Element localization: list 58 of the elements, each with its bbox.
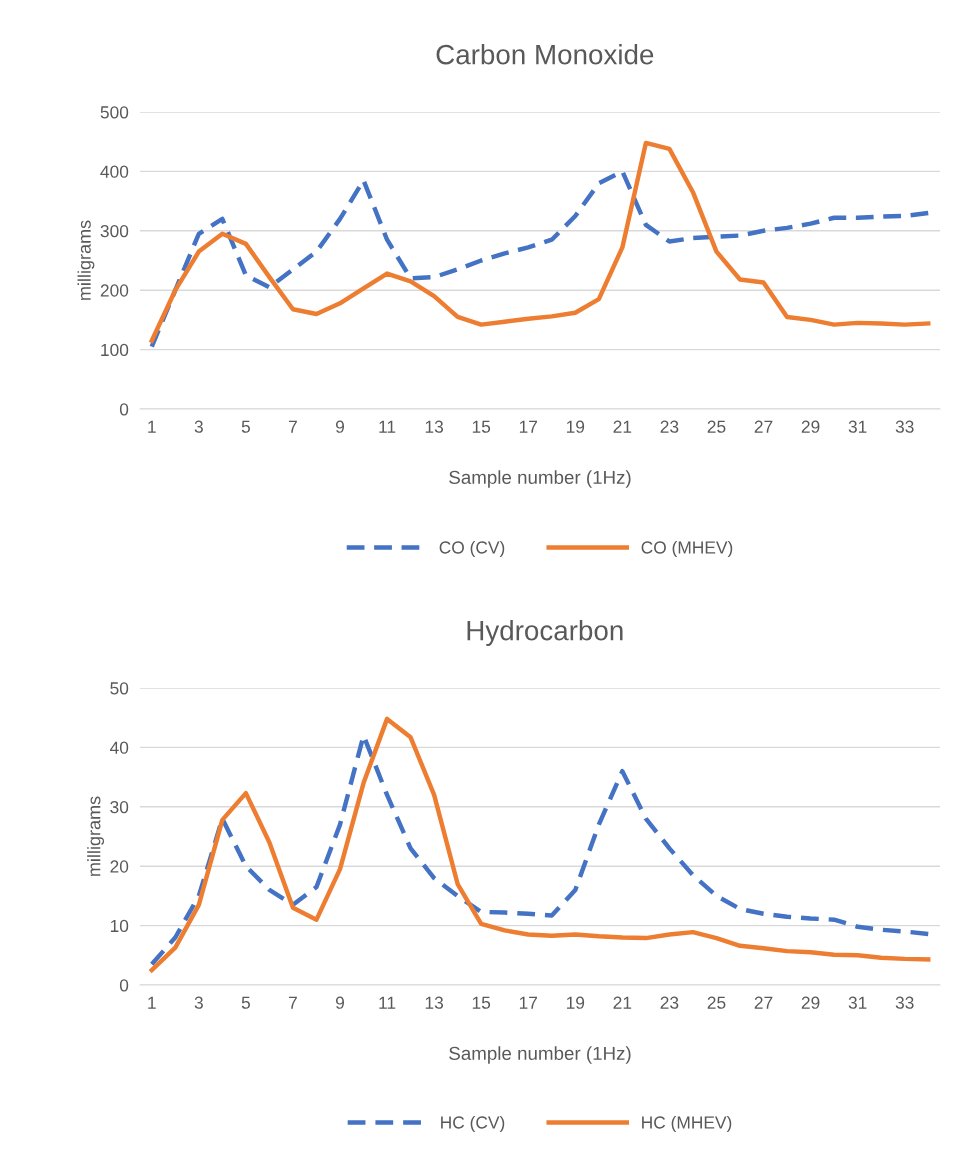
y-axis-title: milligrams bbox=[77, 220, 95, 300]
x-tick-label: 7 bbox=[289, 420, 297, 433]
x-tick-label: 23 bbox=[660, 996, 679, 1009]
x-tick-label: 23 bbox=[660, 420, 679, 433]
x-tick-label: 21 bbox=[613, 996, 632, 1009]
x-tick-label: 19 bbox=[566, 996, 585, 1009]
x-tick-label: 29 bbox=[801, 996, 820, 1009]
x-tick-label: 13 bbox=[425, 996, 444, 1009]
x-tick-label: 19 bbox=[566, 420, 585, 433]
y-tick-label: 300 bbox=[100, 224, 129, 238]
y-tick-label: 0 bbox=[119, 403, 129, 416]
legend-label: CO (CV) bbox=[439, 540, 505, 558]
y-tick-label: 0 bbox=[119, 979, 129, 992]
x-tick-label: 13 bbox=[425, 420, 444, 433]
x-tick-label: 11 bbox=[379, 996, 396, 1009]
x-tick-label: 15 bbox=[472, 420, 491, 433]
y-tick-label: 30 bbox=[110, 800, 129, 814]
legend-label: HC (MHEV) bbox=[642, 1115, 732, 1133]
y-tick-label: 40 bbox=[109, 741, 129, 754]
x-tick-label: 21 bbox=[613, 420, 632, 433]
x-tick-label: 31 bbox=[848, 996, 867, 1009]
line-series bbox=[149, 169, 931, 349]
y-tick-label: 100 bbox=[101, 343, 129, 357]
x-tick-label: 5 bbox=[241, 996, 250, 1009]
y-tick-label: 500 bbox=[100, 106, 129, 119]
legend-label: HC (CV) bbox=[441, 1115, 505, 1133]
x-tick-label: 17 bbox=[519, 420, 538, 433]
x-tick-label: 3 bbox=[194, 996, 203, 1009]
x-tick-label: 25 bbox=[707, 420, 726, 433]
y-tick-label: 50 bbox=[110, 682, 129, 695]
x-tick-label: 9 bbox=[335, 996, 345, 1009]
x-tick-label: 25 bbox=[707, 996, 726, 1009]
x-axis-title: Sample number (1Hz) bbox=[449, 1046, 631, 1064]
x-tick-label: 29 bbox=[801, 420, 820, 433]
x-axis-title: Sample number (1Hz) bbox=[449, 470, 631, 488]
x-tick-label: 17 bbox=[519, 996, 538, 1009]
x-tick-label: 1 bbox=[148, 996, 156, 1009]
x-tick-label: 33 bbox=[895, 420, 914, 433]
x-tick-label: 15 bbox=[472, 996, 491, 1009]
y-tick-label: 10 bbox=[110, 919, 129, 933]
y-tick-label: 200 bbox=[100, 284, 129, 297]
x-tick-label: 9 bbox=[335, 420, 345, 433]
y-tick-label: 20 bbox=[110, 860, 129, 873]
chart-title: Hydrocarbon bbox=[467, 620, 623, 646]
x-tick-label: 33 bbox=[895, 996, 914, 1009]
chart-title: Carbon Monoxide bbox=[436, 44, 654, 65]
line-series bbox=[149, 140, 931, 343]
x-tick-label: 3 bbox=[194, 420, 203, 433]
x-tick-label: 1 bbox=[148, 420, 156, 433]
x-tick-label: 5 bbox=[241, 420, 250, 433]
x-tick-label: 31 bbox=[848, 420, 867, 433]
legend-label: CO (MHEV) bbox=[641, 540, 733, 558]
y-axis-title: milligrams bbox=[87, 796, 105, 876]
x-tick-label: 27 bbox=[754, 996, 773, 1009]
x-tick-label: 11 bbox=[379, 420, 396, 433]
y-tick-label: 400 bbox=[100, 165, 129, 178]
x-tick-label: 7 bbox=[289, 996, 297, 1009]
x-tick-label: 27 bbox=[754, 420, 773, 433]
